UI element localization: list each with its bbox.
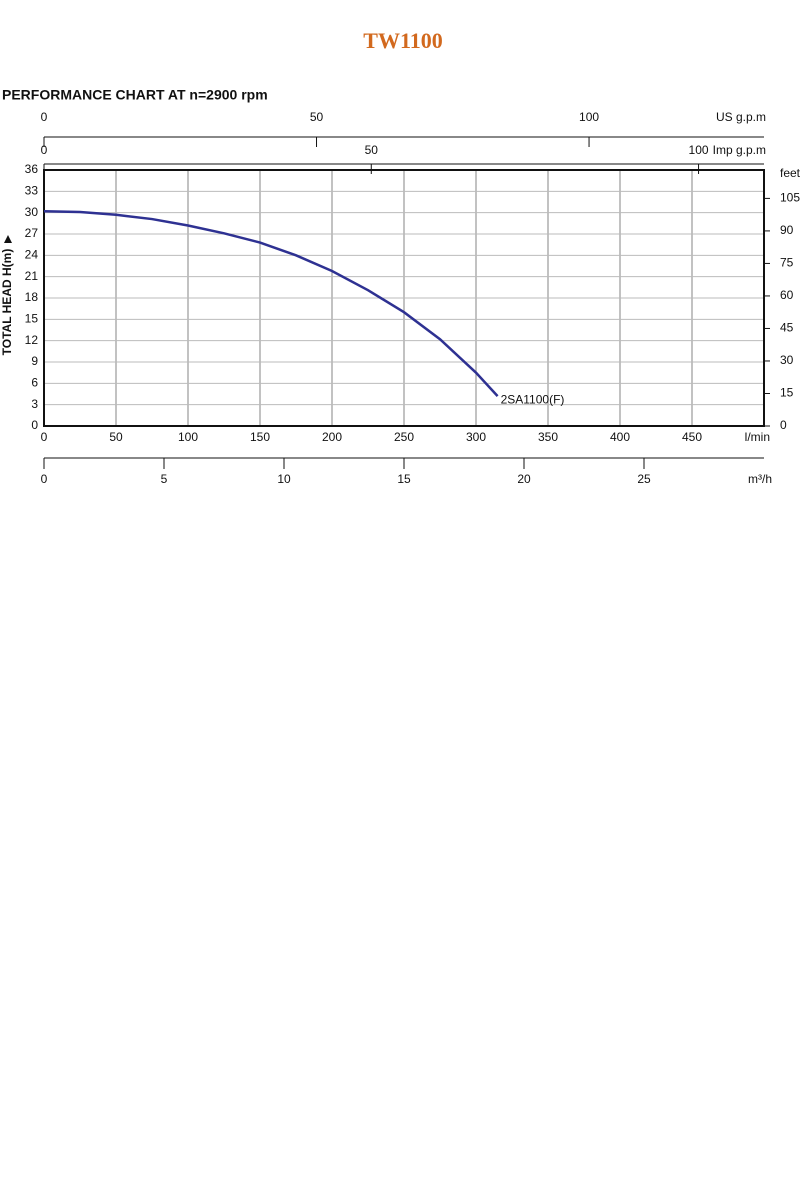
top-tick-label: 0: [41, 110, 48, 124]
top-axis-title: Imp g.p.m: [713, 143, 766, 157]
chart-title: TW1100: [363, 28, 442, 53]
x-tick-label: 150: [250, 430, 270, 444]
chart-subtitle: PERFORMANCE CHART AT n=2900 rpm: [2, 87, 268, 103]
y-tick-label: 0: [31, 418, 38, 432]
x-tick-label: 250: [394, 430, 414, 444]
x-axis-title: l/min: [745, 430, 770, 444]
y-tick-label: 24: [25, 248, 39, 262]
y2-tick-label: 90: [780, 223, 794, 237]
series-label: 2SA1100(F): [501, 392, 565, 406]
plot-frame: [43, 169, 765, 427]
y-tick-label: 27: [25, 226, 39, 240]
bottom-tick-label: 0: [41, 472, 48, 486]
bottom-tick-label: 20: [517, 472, 531, 486]
top-tick-label: 100: [579, 110, 599, 124]
curve: [43, 209, 499, 397]
bottom-axis-title: m³/h: [748, 472, 772, 486]
top-tick-label: 50: [310, 110, 324, 124]
x-tick-label: 300: [466, 430, 486, 444]
bottom-tick-label: 15: [397, 472, 411, 486]
axis-arrow: [4, 235, 12, 243]
top-tick-label: 50: [365, 143, 379, 157]
y2-axis-title: feet: [780, 166, 801, 180]
y-tick-label: 15: [25, 312, 39, 326]
x-tick-label: 200: [322, 430, 342, 444]
x-tick-label: 100: [178, 430, 198, 444]
y-tick-label: 18: [25, 290, 39, 304]
y2-tick-label: 105: [780, 191, 800, 205]
x-tick-label: 400: [610, 430, 630, 444]
x-tick-label: 0: [41, 430, 48, 444]
y-axis-title: TOTAL HEAD H(m): [0, 249, 14, 356]
y-tick-label: 30: [25, 205, 39, 219]
y-tick-label: 21: [25, 269, 39, 283]
y2-tick-label: 0: [780, 418, 787, 432]
x-tick-label: 50: [109, 430, 123, 444]
bottom-tick-label: 25: [637, 472, 651, 486]
y-tick-label: 33: [25, 184, 39, 198]
y-tick-label: 12: [25, 333, 39, 347]
y-tick-label: 3: [31, 397, 38, 411]
top-axis-title: US g.p.m: [716, 110, 766, 124]
y-tick-label: 9: [31, 354, 38, 368]
y2-tick-label: 45: [780, 321, 794, 335]
bottom-tick-label: 10: [277, 472, 291, 486]
y-tick-label: 36: [25, 162, 39, 176]
y2-tick-label: 30: [780, 353, 794, 367]
bottom-tick-label: 5: [161, 472, 168, 486]
y2-tick-label: 60: [780, 288, 794, 302]
y2-tick-label: 75: [780, 256, 794, 270]
top-tick-label: 100: [689, 143, 709, 157]
x-tick-label: 350: [538, 430, 558, 444]
top-tick-label: 0: [41, 143, 48, 157]
x-tick-label: 450: [682, 430, 702, 444]
y2-tick-label: 15: [780, 386, 794, 400]
y-tick-label: 6: [31, 376, 38, 390]
